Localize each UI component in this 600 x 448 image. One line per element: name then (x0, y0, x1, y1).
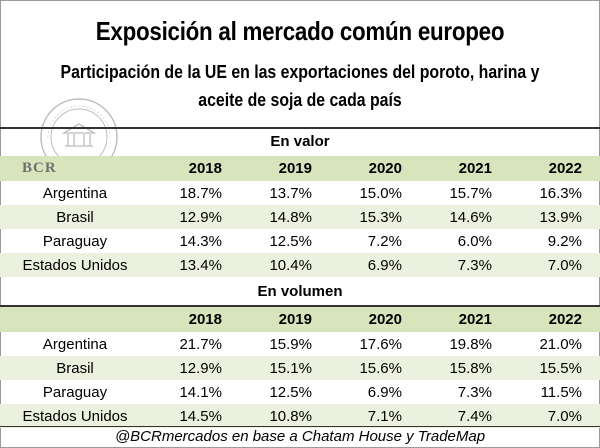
value-cell: 17.6% (359, 335, 402, 353)
year-header: 2022 (548, 160, 582, 177)
table-header-row: BCR 2018 2019 2020 2021 2022 (0, 156, 600, 181)
value-cell: 15.8% (449, 359, 492, 377)
value-cell: 6.9% (367, 256, 402, 274)
bcr-logo: BCR (22, 160, 57, 176)
section-label-volumen: En volumen (257, 283, 343, 300)
value-cell: 18.7% (179, 184, 222, 202)
empty-header-cell (0, 307, 150, 332)
table-volumen: 2018 2019 2020 2021 2022 Argentina 21.7%… (0, 307, 600, 428)
country-label: Paraguay (42, 232, 108, 250)
section-divider-volumen (0, 305, 600, 307)
page-title: Exposición al mercado común europeo (95, 16, 505, 46)
year-header: 2020 (368, 311, 402, 328)
value-cell: 15.7% (449, 184, 492, 202)
value-cell: 7.4% (457, 407, 492, 425)
table-row: Argentina 21.7% 15.9% 17.6% 19.8% 21.0% (0, 332, 600, 356)
value-cell: 13.4% (179, 256, 222, 274)
year-header: 2019 (278, 160, 312, 177)
country-label: Brasil (56, 208, 94, 226)
value-cell: 15.5% (539, 359, 582, 377)
table-row: Estados Unidos 14.5% 10.8% 7.1% 7.4% 7.0… (0, 404, 600, 428)
table-valor: BCR 2018 2019 2020 2021 2022 Argentina 1… (0, 156, 600, 277)
table-row: Estados Unidos 13.4% 10.4% 6.9% 7.3% 7.0… (0, 253, 600, 277)
value-cell: 11.5% (540, 383, 582, 401)
value-cell: 13.9% (539, 208, 582, 226)
year-header: 2022 (548, 311, 582, 328)
table-row: Brasil 12.9% 14.8% 15.3% 14.6% 13.9% (0, 205, 600, 229)
value-cell: 7.2% (367, 232, 402, 250)
value-cell: 9.2% (547, 232, 582, 250)
value-cell: 7.0% (547, 256, 582, 274)
value-cell: 12.9% (179, 359, 222, 377)
value-cell: 12.5% (269, 383, 312, 401)
table-row: Paraguay 14.3% 12.5% 7.2% 6.0% 9.2% (0, 229, 600, 253)
section-label-valor: En valor (270, 133, 330, 150)
year-header: 2018 (188, 311, 222, 328)
value-cell: 21.0% (539, 335, 582, 353)
value-cell: 7.3% (457, 256, 492, 274)
value-cell: 10.8% (269, 407, 312, 425)
value-cell: 15.1% (269, 359, 312, 377)
source-footer: @BCRmercados en base a Chatam House y Tr… (114, 428, 486, 445)
country-label: Argentina (42, 335, 108, 353)
value-cell: 14.1% (179, 383, 222, 401)
value-cell: 13.7% (269, 184, 312, 202)
year-header: 2021 (458, 311, 492, 328)
value-cell: 15.0% (359, 184, 402, 202)
section-divider-valor (0, 127, 600, 129)
value-cell: 15.9% (269, 335, 312, 353)
value-cell: 7.0% (547, 407, 582, 425)
value-cell: 7.1% (367, 407, 402, 425)
table-row: Brasil 12.9% 15.1% 15.6% 15.8% 15.5% (0, 356, 600, 380)
bolsa-seal-icon (40, 98, 118, 176)
table-header-row: 2018 2019 2020 2021 2022 (0, 307, 600, 332)
footer-divider (0, 426, 600, 427)
value-cell: 14.8% (269, 208, 312, 226)
country-label: Paraguay (42, 383, 108, 401)
value-cell: 21.7% (179, 335, 222, 353)
subtitle-line-2: aceite de soja de cada país (198, 90, 402, 110)
value-cell: 14.5% (179, 407, 222, 425)
value-cell: 14.3% (179, 232, 222, 250)
year-header: 2019 (278, 311, 312, 328)
table-row: Argentina 18.7% 13.7% 15.0% 15.7% 16.3% (0, 181, 600, 205)
year-header: 2020 (368, 160, 402, 177)
value-cell: 12.5% (269, 232, 312, 250)
value-cell: 10.4% (269, 256, 312, 274)
value-cell: 6.0% (457, 232, 492, 250)
country-label: Estados Unidos (22, 407, 128, 425)
value-cell: 16.3% (539, 184, 582, 202)
value-cell: 6.9% (367, 383, 402, 401)
country-label: Brasil (56, 359, 94, 377)
subtitle-line-1: Participación de la UE en las exportacio… (60, 62, 540, 82)
country-label: Estados Unidos (22, 256, 128, 274)
year-header: 2021 (458, 160, 492, 177)
year-header: 2018 (188, 160, 222, 177)
value-cell: 12.9% (179, 208, 222, 226)
value-cell: 19.8% (449, 335, 492, 353)
country-label: Argentina (42, 184, 108, 202)
value-cell: 14.6% (449, 208, 492, 226)
table-row: Paraguay 14.1% 12.5% 6.9% 7.3% 11.5% (0, 380, 600, 404)
value-cell: 15.6% (359, 359, 402, 377)
value-cell: 7.3% (457, 383, 492, 401)
value-cell: 15.3% (359, 208, 402, 226)
